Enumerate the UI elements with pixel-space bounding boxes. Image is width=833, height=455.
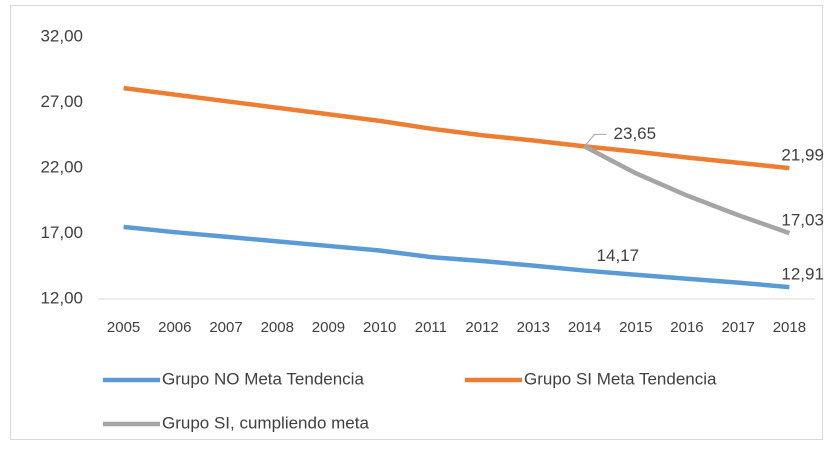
x-tick-label: 2018 (773, 319, 806, 336)
data-label: 23,65 (614, 124, 657, 143)
x-tick-label: 2016 (670, 319, 703, 336)
y-tick-label: 17,00 (40, 223, 83, 242)
legend-label: Grupo NO Meta Tendencia (162, 369, 364, 388)
x-tick-label: 2017 (721, 319, 754, 336)
x-tick-label: 2014 (568, 319, 601, 336)
legend-label: Grupo SI Meta Tendencia (524, 369, 717, 388)
x-tick-label: 2015 (619, 319, 652, 336)
x-tick-label: 2009 (312, 319, 345, 336)
x-tick-label: 2008 (261, 319, 294, 336)
data-label: 12,91 (781, 265, 824, 284)
y-tick-label: 12,00 (40, 288, 83, 307)
data-label: 17,03 (781, 211, 824, 230)
leader-line (584, 133, 607, 147)
x-tick-label: 2012 (465, 319, 498, 336)
legend-label: Grupo SI, cumpliendo meta (162, 413, 369, 432)
x-tick-label: 2007 (209, 319, 242, 336)
data-label: 21,99 (781, 146, 824, 165)
chart-frame (10, 5, 823, 440)
series-line (123, 224, 790, 290)
y-tick-label: 22,00 (40, 157, 83, 176)
series-line (583, 144, 791, 236)
data-label: 14,17 (597, 246, 640, 265)
series-line (123, 85, 790, 171)
x-tick-label: 2013 (517, 319, 550, 336)
y-tick-label: 27,00 (40, 92, 83, 111)
x-tick-label: 2011 (415, 319, 447, 336)
x-tick-label: 2005 (107, 319, 140, 336)
y-tick-label: 32,00 (40, 26, 83, 45)
x-tick-label: 2010 (363, 319, 396, 336)
x-tick-label: 2006 (158, 319, 191, 336)
